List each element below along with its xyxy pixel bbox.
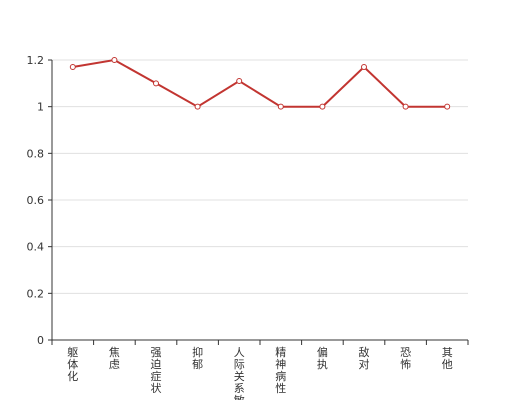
x-tick-label: 恐怖 [400, 346, 411, 371]
data-point[interactable] [153, 80, 159, 87]
data-point[interactable] [361, 64, 367, 70]
x-tick-label: 人际关系敏感 [234, 346, 245, 400]
y-tick-label: 0.6 [27, 194, 45, 207]
data-point[interactable] [111, 57, 118, 63]
data-point[interactable] [69, 64, 76, 70]
y-tick-label: 1 [37, 101, 44, 114]
data-point[interactable] [236, 78, 243, 84]
series-layer [72, 58, 448, 108]
series-line [72, 58, 448, 108]
y-tick-label: 0.8 [27, 147, 45, 160]
y-tick-label: 1.2 [27, 54, 45, 67]
grid-lines [52, 59, 468, 294]
x-tick-label: 抑郁 [192, 345, 203, 371]
y-tick-label: 0.2 [27, 287, 45, 300]
data-point[interactable] [402, 103, 409, 110]
axes: 0 0.2 0.4 0.6 0.8 1 1.2 躯体化 焦虑 强迫症状 抑郁 人际关系敏感 精神病性 偏执… [27, 54, 469, 404]
y-tick-label: 0 [37, 334, 44, 347]
data-points [69, 57, 451, 110]
data-point[interactable] [277, 103, 284, 110]
x-tick-label: 敌对 [359, 345, 370, 371]
x-tick-label: 偏执 [317, 345, 328, 371]
x-tick-label: 躯体化 [67, 346, 78, 383]
data-point[interactable] [319, 103, 326, 110]
x-tick-label: 焦虑 [109, 346, 120, 371]
data-point[interactable] [194, 103, 201, 110]
x-tick-label: 强迫症状 [151, 346, 162, 395]
x-tick-label: 精神病性 [275, 346, 286, 395]
y-tick-label: 0.4 [27, 241, 45, 254]
x-tick-label: 其他 [442, 346, 453, 371]
data-point[interactable] [444, 103, 451, 110]
